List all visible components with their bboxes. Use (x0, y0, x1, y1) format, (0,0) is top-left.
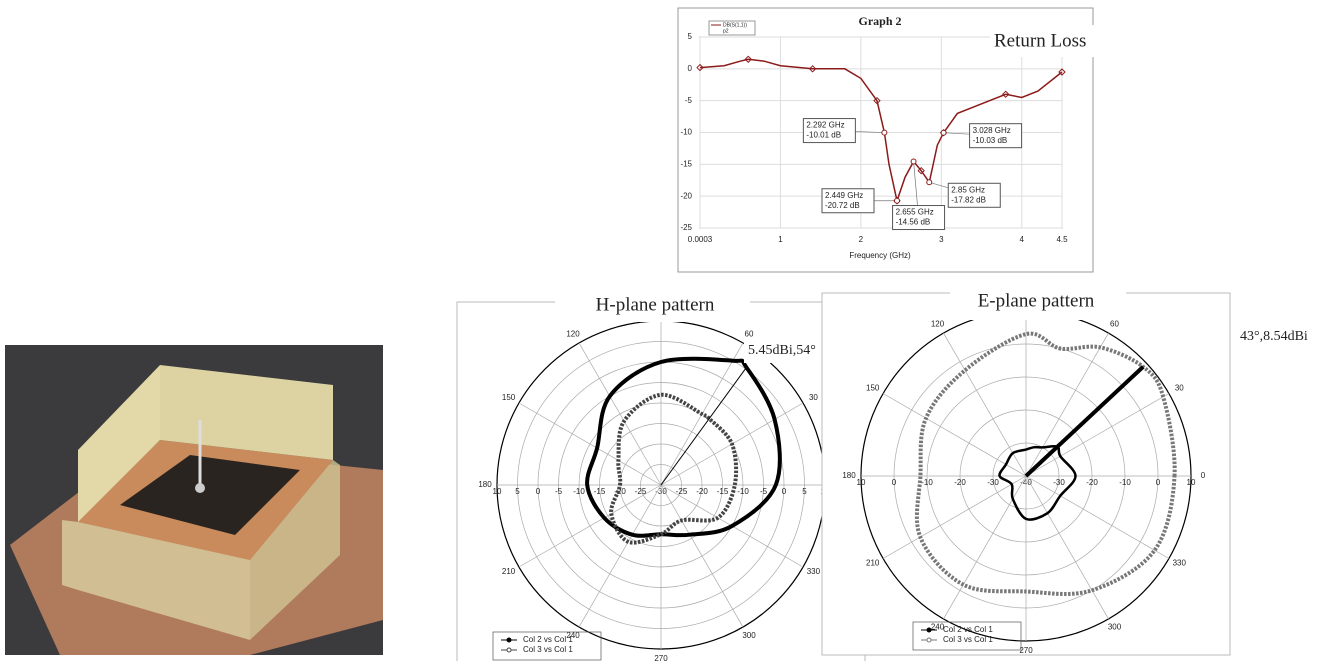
legend-marker (927, 638, 931, 642)
annotation: Return Loss (994, 30, 1086, 51)
x-tick-label: 4 (1020, 235, 1025, 244)
marker-x-label: 2.85 GHz (951, 185, 985, 194)
y-tick-label: 0 (688, 64, 693, 73)
r-tick-label: 0 (1156, 478, 1161, 487)
marker-point (941, 130, 946, 135)
theta-tick-label: 330 (1173, 559, 1187, 568)
x-tick-label: 1 (778, 235, 783, 244)
r-tick-label: -5 (555, 487, 563, 496)
theta-tick-label: 270 (654, 654, 668, 661)
marker-group-label: p2 (723, 28, 729, 34)
r-tick-label: 5 (515, 487, 520, 496)
chart-title: Graph 2 (858, 14, 901, 28)
r-tick-label: -20 (696, 487, 708, 496)
y-tick-label: -25 (680, 223, 692, 232)
r-tick-label: -15 (594, 487, 606, 496)
marker-y-label: -20.72 dB (825, 201, 860, 210)
marker-x-label: 3.028 GHz (973, 126, 1011, 135)
figure: Graph 2 -25 -20 -15 -10 -5 0 5 0.0003 1 2 3 4 4.5 Freq… (0, 0, 1326, 661)
marker-y-label: -17.82 dB (951, 195, 986, 204)
peak-annotation: 43°,8.54dBi (1240, 329, 1308, 344)
r-tick-label: -30 (1053, 478, 1065, 487)
marker-y-label: -14.56 dB (896, 218, 931, 227)
theta-tick-label: 60 (745, 329, 754, 338)
r-tick-label: -20 (1086, 478, 1098, 487)
r-tick-label: -25 (635, 487, 647, 496)
legend-marker (507, 648, 511, 652)
r-tick-label: -10 (921, 478, 933, 487)
y-tick-label: -15 (680, 159, 692, 168)
r-tick-label: -30 (987, 478, 999, 487)
marker-x-label: 2.449 GHz (825, 191, 863, 200)
theta-tick-label: 300 (742, 631, 756, 640)
theta-tick-label: 180 (842, 471, 856, 480)
r-tick-label: -10 (1119, 478, 1131, 487)
theta-tick-label: 120 (566, 329, 580, 338)
marker-x-label: 2.655 GHz (896, 208, 934, 217)
x-tick-label: 2 (859, 235, 864, 244)
theta-tick-label: 210 (866, 559, 880, 568)
legend-label: Col 2 vs Col 1 (523, 635, 573, 644)
r-tick-label: 10 (1187, 478, 1196, 487)
antenna-photo (5, 345, 383, 655)
x-tick-label: 3 (939, 235, 944, 244)
y-tick-label: -5 (685, 96, 693, 105)
legend-marker (507, 638, 511, 642)
r-tick-label: -15 (717, 487, 729, 496)
theta-tick-label: 120 (931, 320, 945, 329)
theta-tick-label: 180 (478, 480, 492, 489)
y-tick-label: 5 (688, 32, 693, 41)
theta-tick-label: 150 (502, 393, 516, 402)
r-tick-label: 0 (892, 478, 897, 487)
legend-marker (927, 628, 931, 632)
theta-tick-label: 30 (1175, 384, 1184, 393)
peak-annotation: 5.45dBi,54° (748, 343, 816, 358)
theta-tick-label: 0 (1201, 471, 1206, 480)
r-tick-label: 0 (536, 487, 541, 496)
r-tick-label: -10 (737, 487, 749, 496)
r-tick-label: -20 (954, 478, 966, 487)
y-tick-label: -20 (680, 191, 692, 200)
r-tick-label: 0 (782, 487, 787, 496)
legend-label: Col 3 vs Col 1 (523, 645, 573, 654)
theta-tick-label: 150 (866, 384, 880, 393)
marker-y-label: -10.01 dB (806, 131, 841, 140)
x-tick-label: 0.0003 (688, 235, 713, 244)
chart-title: E-plane pattern (978, 290, 1095, 311)
marker-point (911, 159, 916, 164)
marker-point (927, 180, 932, 185)
marker-point (882, 130, 887, 135)
chart-title: H-plane pattern (596, 294, 715, 315)
theta-tick-label: 330 (807, 567, 821, 576)
marker-x-label: 2.292 GHz (806, 121, 844, 130)
r-tick-label: -10 (573, 487, 585, 496)
marker-point (894, 198, 899, 203)
legend-label: Col 2 vs Col 1 (943, 625, 993, 634)
marker-y-label: -10.03 dB (973, 136, 1008, 145)
theta-tick-label: 30 (809, 393, 818, 402)
x-axis-label: Frequency (GHz) (849, 251, 911, 260)
x-tick-label: 4.5 (1056, 235, 1068, 244)
theta-tick-label: 270 (1019, 646, 1033, 655)
r-tick-label: 5 (802, 487, 807, 496)
theta-tick-label: 210 (502, 567, 516, 576)
theta-tick-label: 300 (1108, 623, 1122, 632)
r-tick-label: 10 (857, 478, 866, 487)
r-tick-label: 10 (493, 487, 502, 496)
r-tick-label: -5 (760, 487, 768, 496)
y-tick-label: -10 (680, 128, 692, 137)
legend-label: Col 3 vs Col 1 (943, 635, 993, 644)
theta-tick-label: 60 (1110, 320, 1119, 329)
